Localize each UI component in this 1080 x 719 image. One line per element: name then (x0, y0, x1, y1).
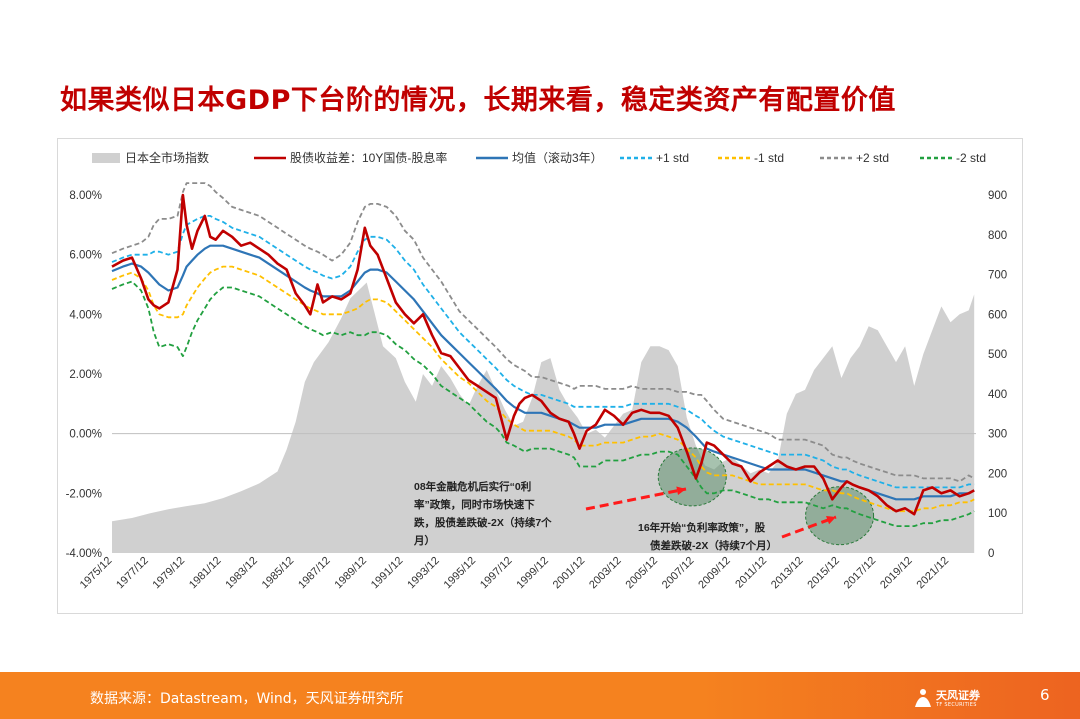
right-axis-tick-label: 500 (988, 349, 1007, 361)
x-axis-tick-label: 1995/12 (442, 555, 479, 592)
right-axis-tick-label: 0 (988, 548, 994, 560)
right-axis-tick-label: 400 (988, 389, 1007, 401)
left-axis-tick-label: 6.00% (69, 250, 102, 262)
spread-line (111, 193, 975, 516)
legend-label: +1 std (656, 151, 689, 165)
legend-label: -2 std (956, 151, 986, 165)
right-axis-tick-label: 600 (988, 309, 1007, 321)
x-axis-tick-label: 1999/12 (514, 555, 551, 592)
annotation-2016-text: 债差跌破-2X（持续7个月） (650, 539, 777, 552)
right-axis-tick-label: 800 (988, 230, 1007, 242)
x-axis-tick-label: 1991/12 (369, 555, 406, 592)
annotation-2016-text: 16年开始“负利率政策”，股 (638, 521, 766, 534)
right-axis-tick-label: 200 (988, 468, 1007, 480)
right-axis-tick-label: 900 (988, 190, 1007, 202)
slide-title: 如果类似日本GDP下台阶的情况，长期来看，稳定类资产有配置价值 (60, 85, 896, 116)
x-axis-tick-label: 1989/12 (332, 555, 369, 592)
brand-logo: 天风证券 TF SECURITIES (912, 684, 988, 714)
right-axis-tick-label: 300 (988, 429, 1007, 441)
x-axis-tick-label: 1979/12 (151, 555, 188, 592)
mean-line (111, 244, 975, 501)
page-number: 6 (1040, 686, 1050, 704)
logo-mark-icon (915, 689, 931, 707)
highlight-circle-2016 (805, 486, 875, 546)
annotation-2008-text: 月） (413, 534, 435, 547)
left-axis-tick-label: -2.00% (66, 488, 102, 500)
x-axis-tick-label: 2005/12 (624, 555, 661, 592)
x-axis-tick-label: 2015/12 (805, 555, 842, 592)
x-axis-tick-label: 2019/12 (878, 555, 915, 592)
left-axis-tick-label: 8.00% (69, 190, 102, 202)
x-axis-tick-label: 2003/12 (587, 555, 624, 592)
data-source: 数据来源：Datastream，Wind，天风证券研究所 (90, 691, 404, 707)
plus1-std-line (111, 215, 975, 489)
x-axis-tick-label: 1981/12 (187, 555, 224, 592)
annotation-arrow-2008 (585, 487, 687, 511)
x-axis-tick-label: 2007/12 (660, 555, 697, 592)
annotation-arrow-2016 (781, 515, 837, 539)
x-axis-tick-label: 1993/12 (405, 555, 442, 592)
x-axis-tick-label: 1985/12 (260, 555, 297, 592)
annotation-2008-text: 08年金融危机后实行“0利 (414, 480, 531, 493)
legend-label: 均值（滚动3年） (512, 150, 603, 165)
minus2-std-line (111, 280, 975, 527)
highlight-circle-2008 (657, 447, 727, 507)
left-axis-tick-label: 2.00% (69, 369, 102, 381)
logo-subtext: TF SECURITIES (936, 702, 977, 708)
x-axis-tick-label: 2017/12 (842, 555, 879, 592)
x-axis-tick-label: 2021/12 (915, 555, 952, 592)
annotation-arrow-2008-head (676, 486, 686, 496)
legend-label: 日本全市场指数 (125, 150, 209, 165)
legend-swatch (92, 153, 120, 163)
chart-svg: 8.00% 6.00% 4.00% 2.00% 0.00% -2.00% -4.00% 900… (66, 150, 1008, 592)
left-axis-tick-label: 4.00% (69, 309, 102, 321)
legend-label: -1 std (754, 151, 784, 165)
x-axis-tick-label: 1977/12 (114, 555, 151, 592)
x-axis-tick-label: 2013/12 (769, 555, 806, 592)
legend-label: 股债收益差：10Y国债-股息率 (290, 150, 447, 165)
x-axis-tick-label: 2011/12 (733, 555, 769, 591)
chart-container: 8.00% 6.00% 4.00% 2.00% 0.00% -2.00% -4.00% 900… (57, 138, 1023, 614)
footer-gradient (700, 672, 1080, 719)
x-axis-tick-label: 1983/12 (223, 555, 260, 592)
minus1-std-line (111, 265, 975, 513)
legend-label: +2 std (856, 151, 889, 165)
x-axis-tick-label: 1997/12 (478, 555, 515, 592)
plus2-std-line (111, 182, 975, 483)
annotation-2008-text: 率”政策，同时市场快速下 (414, 498, 535, 511)
x-axis-tick-label: 2001/12 (551, 555, 588, 592)
logo-text: 天风证券 (936, 689, 980, 702)
left-axis-tick-label: -4.00% (66, 548, 102, 560)
left-axis-tick-label: 0.00% (69, 429, 102, 441)
annotation-2008-text: 跌，股债差跌破-2X（持续7个 (414, 516, 552, 529)
right-axis-tick-label: 700 (988, 270, 1007, 282)
index-area (112, 282, 975, 553)
x-axis-tick-label: 2009/12 (696, 555, 733, 592)
x-axis-tick-label: 1975/12 (78, 555, 115, 592)
annotation-arrow-2016-head (826, 516, 836, 525)
right-axis-tick-label: 100 (988, 508, 1007, 520)
x-axis-tick-label: 1987/12 (296, 555, 333, 592)
